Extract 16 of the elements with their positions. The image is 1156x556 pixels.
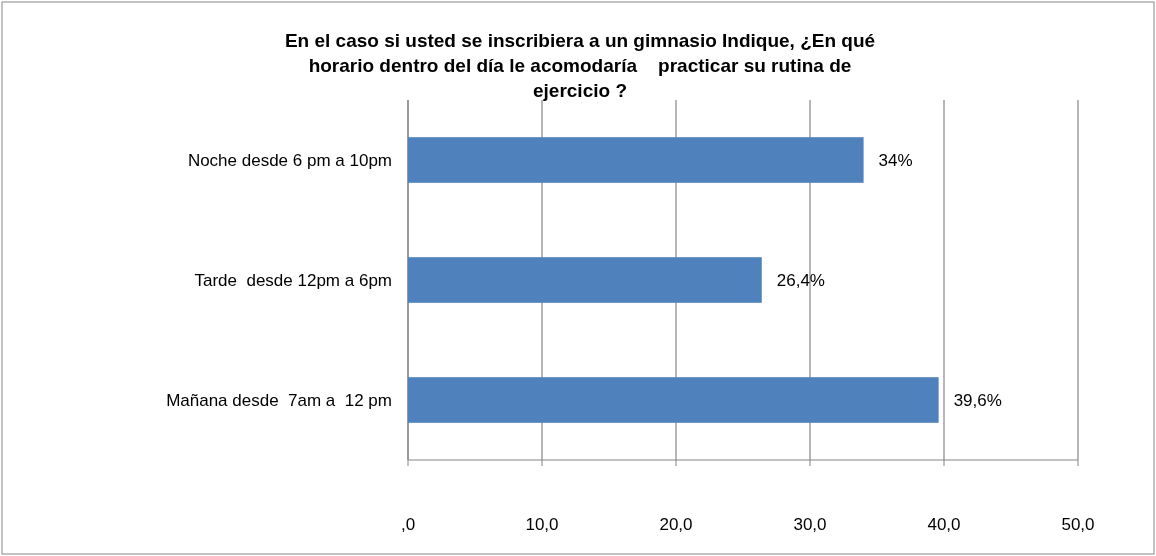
bar bbox=[408, 137, 864, 183]
data-label: 39,6% bbox=[953, 390, 1002, 410]
x-tick-label: 10,0 bbox=[525, 515, 559, 534]
y-tick-label: Noche desde 6 pm a 10pm bbox=[187, 150, 392, 170]
data-label: 34% bbox=[878, 150, 913, 170]
x-tick-label: 40,0 bbox=[927, 515, 961, 534]
bar bbox=[408, 377, 939, 423]
bar bbox=[408, 257, 762, 303]
chart-title: En el caso si usted se inscribiera a un gimnasio Indique, ¿En qué horario dentro del día le acomodaría practicar su rutina de ejercicio ? bbox=[284, 30, 876, 101]
y-tick-label: Mañana desde 7am a 12 pm bbox=[166, 390, 392, 410]
x-tick-label: 50,0 bbox=[1061, 515, 1095, 534]
data-label: 26,4% bbox=[776, 270, 825, 290]
x-tick-label: 30,0 bbox=[793, 515, 827, 534]
x-tick-label: 20,0 bbox=[659, 515, 693, 534]
y-tick-label: Tarde desde 12pm a 6pm bbox=[194, 270, 392, 290]
x-tick-label: ,0 bbox=[400, 515, 416, 534]
